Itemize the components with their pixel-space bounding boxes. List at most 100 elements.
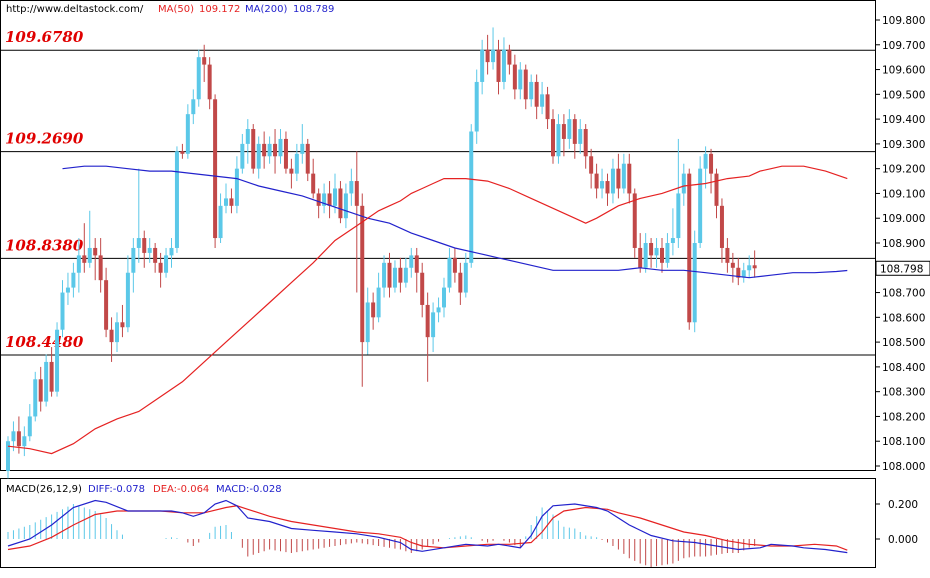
candle-body [202, 57, 207, 65]
candle-body [224, 198, 228, 206]
candle-body [442, 287, 446, 308]
candle-body [752, 265, 757, 269]
candle-body [512, 64, 517, 90]
candle-body [267, 143, 272, 157]
candle-body [333, 188, 337, 206]
candle-body [65, 287, 70, 293]
candle-body [736, 267, 741, 278]
price-tick-label: 109.700 [882, 40, 925, 52]
candle-body [523, 69, 528, 100]
candle-body [354, 181, 359, 206]
candle-body [38, 379, 43, 402]
price-tick-label: 108.000 [882, 461, 925, 473]
candle-body [207, 64, 212, 100]
candle-body [600, 181, 605, 189]
candle-body [501, 49, 506, 82]
candle-body [327, 193, 332, 206]
candle-body [403, 267, 408, 283]
candle-body [294, 153, 299, 174]
candle-body [174, 151, 179, 248]
price-tick-label: 108.300 [882, 387, 925, 399]
price-tick-label: 109.300 [882, 139, 925, 151]
price-tick-label: 108.600 [882, 312, 925, 324]
candle-body [104, 280, 109, 330]
candle-body [251, 129, 256, 169]
macd-tick-label: 0.200 [888, 499, 918, 511]
ma50-label: MA(50) [158, 4, 194, 15]
candle-body [420, 272, 425, 305]
candle-body [245, 129, 250, 144]
candle-body [447, 257, 452, 288]
candle-body [256, 143, 261, 169]
last-price-box [875, 260, 930, 276]
candle-body [583, 129, 588, 157]
price-tick-label: 108.400 [882, 362, 925, 374]
candle-body [529, 81, 534, 100]
candle-body [93, 247, 98, 256]
price-tick-label: 108.900 [882, 238, 925, 250]
candle-body [169, 247, 174, 256]
candle-body [49, 361, 54, 392]
candle-body [409, 255, 414, 268]
candle-body [109, 329, 114, 343]
candle-body [71, 272, 76, 288]
level-label: 109.6780 [5, 28, 84, 46]
candle-body [458, 272, 463, 293]
candle-body [240, 143, 245, 169]
support-resistance-levels: 109.6780 109.2690 108.8380 108.4480 [1, 28, 875, 356]
candle-body [730, 262, 735, 268]
candle-body [610, 168, 615, 194]
candle-body [191, 99, 196, 115]
candle-body [120, 322, 125, 328]
candle-body [142, 238, 147, 253]
price-tick-label: 109.800 [882, 15, 925, 27]
candle-body [87, 247, 92, 263]
candle-body [33, 379, 38, 417]
candle-body [414, 255, 419, 273]
candle-body [594, 173, 599, 189]
candle-body [431, 312, 436, 338]
macd-diff-line [7, 499, 848, 554]
price-tick-label: 109.400 [882, 114, 925, 126]
candle-body [551, 119, 555, 157]
candle-body [262, 143, 267, 157]
macd-axis: 0.200 0.000 [875, 499, 918, 546]
candle-body [322, 193, 327, 206]
candle-body [11, 431, 16, 442]
candle-body [561, 124, 566, 139]
price-tick-label: 109.100 [882, 188, 925, 200]
candle-body [605, 181, 610, 194]
candle-body [278, 138, 283, 157]
candle-body [660, 247, 664, 263]
candle-body [616, 168, 621, 189]
macd-tick-label: 0.000 [888, 534, 918, 546]
candle-body [218, 205, 223, 239]
candle-body [681, 173, 686, 194]
price-tick-label: 108.500 [882, 337, 925, 349]
candle-body [507, 49, 512, 65]
candle-body [709, 153, 714, 174]
candle-body [676, 193, 681, 239]
candle-body [692, 243, 697, 323]
candle-body [76, 255, 81, 273]
candle-body [567, 119, 572, 139]
candle-body [82, 255, 87, 263]
candle-body [665, 243, 670, 263]
candle-body [115, 322, 119, 343]
candle-body [234, 168, 239, 206]
candle-body [6, 441, 10, 471]
candle-body [714, 173, 719, 206]
candle-body [469, 131, 474, 263]
ma50-value: 109.172 [199, 4, 240, 15]
candle-body [360, 205, 365, 343]
candle-body [136, 238, 141, 248]
candle-body [474, 81, 479, 132]
ma200-label: MA(200) [245, 4, 287, 15]
price-tick-label: 109.200 [882, 164, 925, 176]
macd-panel-frame [0, 478, 876, 568]
candle-body [452, 257, 457, 273]
candle-body [687, 173, 692, 323]
price-tick-label: 109.000 [882, 213, 925, 225]
candle-body [649, 243, 654, 256]
